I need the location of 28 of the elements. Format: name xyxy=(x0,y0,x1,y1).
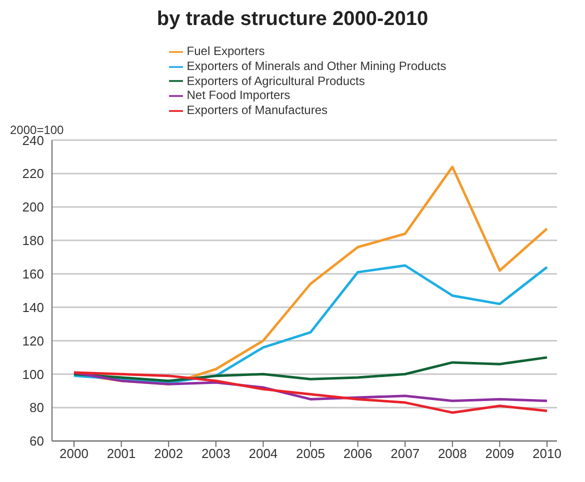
y-tick-label: 220 xyxy=(22,166,44,182)
x-tick-label: 2001 xyxy=(106,446,136,462)
y-tick-label: 200 xyxy=(22,200,44,215)
y-tick-label: 160 xyxy=(22,266,44,282)
legend-label: Exporters of Minerals and Other Mining Products xyxy=(186,58,446,73)
x-tick-label: 2008 xyxy=(438,446,467,462)
y-tick-label: 120 xyxy=(22,333,44,348)
legend-label: Net Food Importers xyxy=(186,88,290,102)
x-tick-label: 2007 xyxy=(390,446,420,462)
y-tick-label: 80 xyxy=(30,400,44,416)
legend-label: Exporters of Manufactures xyxy=(186,103,328,118)
line-series xyxy=(72,356,548,382)
x-tick-label: 2010 xyxy=(532,446,562,462)
x-tick-label: 2004 xyxy=(248,446,278,462)
x-tick-label: 2000 xyxy=(60,446,88,462)
x-tick-label: 2003 xyxy=(201,446,230,462)
x-tick-label: 2006 xyxy=(343,446,372,462)
legend-label: Exporters of Agricultural Products xyxy=(186,74,365,88)
y-tick-label: 180 xyxy=(22,233,44,248)
legend-label: Fuel Exporters xyxy=(186,44,265,58)
y-tick-label: 60 xyxy=(30,434,44,449)
y-tick-label: 100 xyxy=(22,366,44,382)
y-tick-label: 140 xyxy=(22,300,44,315)
line-series xyxy=(72,371,548,414)
x-tick-label: 2009 xyxy=(485,446,514,462)
x-tick-label: 2002 xyxy=(154,446,184,462)
chart-title: by trade structure 2000-2010 xyxy=(156,8,430,32)
x-tick-label: 2005 xyxy=(296,446,325,462)
